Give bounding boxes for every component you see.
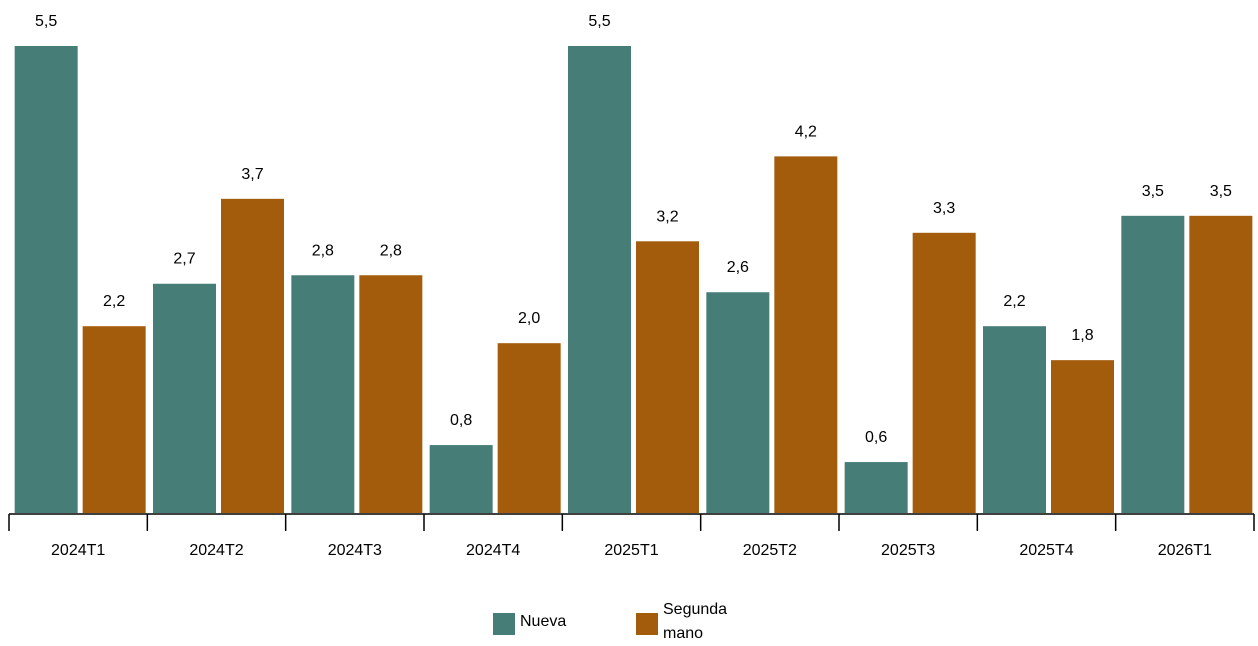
bar-nueva-2026t1: [1121, 215, 1185, 513]
data-label-segunda-mano-2025t4: 1,8: [1071, 327, 1093, 344]
bar-segunda-mano-2025t4: [1051, 360, 1114, 513]
x-tick-label-2024t1: 2024T1: [51, 542, 105, 559]
bar-segunda-mano-2026t1: [1189, 215, 1253, 513]
bar-segunda-mano-2025t2: [774, 156, 838, 513]
bar-segunda-mano-2024t4: [497, 343, 561, 513]
bar-nueva-2024t2: [153, 283, 216, 513]
data-label-nueva-2025t3: 0,6: [865, 429, 887, 446]
data-label-nueva-2024t4: 0,8: [450, 412, 472, 429]
bar-nueva-2025t1: [568, 46, 631, 513]
data-label-nueva-2024t2: 2,7: [173, 251, 195, 268]
bar-segunda-mano-2024t3: [359, 275, 423, 513]
bar-segunda-mano-2025t1: [636, 241, 699, 514]
data-label-segunda-mano-2025t2: 4,2: [795, 123, 817, 140]
x-tick-label-2025t3: 2025T3: [881, 542, 935, 559]
data-label-nueva-2025t4: 2,2: [1003, 293, 1025, 310]
bar-nueva-2025t3: [844, 462, 908, 513]
data-label-segunda-mano-2024t1: 2,2: [103, 293, 125, 310]
x-tick-label-2025t2: 2025T2: [743, 542, 797, 559]
legend-item-nueva: Nueva: [493, 598, 566, 635]
bar-nueva-2024t4: [429, 445, 493, 513]
data-label-segunda-mano-2024t3: 2,8: [380, 242, 402, 259]
data-label-segunda-mano-2026t1: 3,5: [1210, 183, 1232, 200]
data-label-nueva-2024t3: 2,8: [312, 242, 334, 259]
x-tick-label-2025t1: 2025T1: [604, 542, 658, 559]
x-tick-label-2024t2: 2024T2: [189, 542, 243, 559]
x-tick-label-2024t3: 2024T3: [328, 542, 382, 559]
x-tick-label-2026t1: 2026T1: [1158, 542, 1212, 559]
bar-nueva-2025t4: [983, 326, 1046, 513]
data-label-nueva-2025t2: 2,6: [727, 259, 749, 276]
data-label-segunda-mano-2025t1: 3,2: [656, 208, 678, 225]
x-tick-label-2024t4: 2024T4: [466, 542, 520, 559]
data-label-segunda-mano-2025t3: 3,3: [933, 200, 955, 217]
bar-nueva-2024t3: [291, 275, 355, 513]
bar-nueva-2025t2: [706, 292, 770, 513]
legend: Nueva Segunda mano: [0, 598, 1258, 646]
legend-swatch-segunda-mano: [636, 613, 658, 635]
bar-segunda-mano-2024t1: [82, 326, 146, 513]
bar-chart: 5,5 2,2 2024T1 2,7 3,7 2024T2 2,8 2,8 2024T3 0,8 2…: [8, 13, 1255, 559]
bar-nueva-2024t1: [14, 46, 78, 513]
bar-segunda-mano-2024t2: [221, 198, 284, 513]
x-tick-label-2025t4: 2025T4: [1019, 542, 1073, 559]
legend-item-segunda-mano: Segunda mano: [636, 598, 763, 646]
legend-label-segunda-mano: Segunda mano: [663, 601, 728, 642]
legend-swatch-nueva: [493, 613, 515, 635]
data-label-nueva-2025t1: 5,5: [588, 13, 610, 30]
data-label-segunda-mano-2024t2: 3,7: [241, 166, 263, 183]
legend-label-nueva: Nueva: [520, 613, 567, 630]
data-label-segunda-mano-2024t4: 2,0: [518, 310, 540, 327]
data-label-nueva-2024t1: 5,5: [35, 13, 57, 30]
bar-segunda-mano-2025t3: [912, 232, 976, 514]
data-label-nueva-2026t1: 3,5: [1142, 183, 1164, 200]
